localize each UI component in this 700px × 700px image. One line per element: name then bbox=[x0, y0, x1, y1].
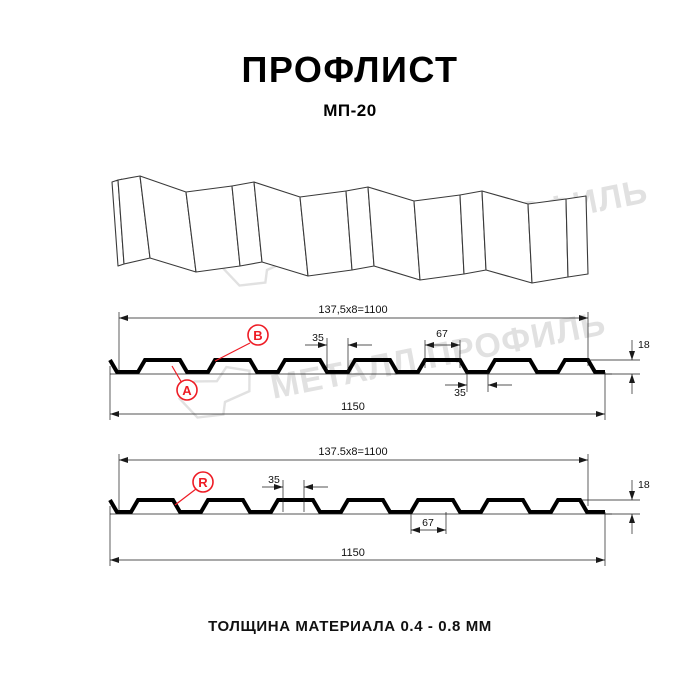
profile-outline-a bbox=[108, 358, 605, 374]
material-thickness-note: ТОЛЩИНА МАТЕРИАЛА 0.4 - 0.8 ММ bbox=[208, 618, 492, 635]
arrow-head bbox=[304, 484, 313, 490]
arrow-head bbox=[596, 411, 605, 417]
arrow-head bbox=[629, 514, 635, 523]
arrow-head bbox=[119, 457, 128, 463]
leader-line bbox=[174, 488, 197, 506]
marker-circle bbox=[192, 471, 214, 493]
arrow-head bbox=[579, 457, 588, 463]
dim-module-b: 137.5x8=1100 bbox=[318, 446, 387, 458]
arrow-head bbox=[110, 557, 119, 563]
arrow-head bbox=[411, 527, 420, 533]
dim-overall-b: 1150 bbox=[341, 547, 365, 559]
dim-overall-a: 1150 bbox=[341, 401, 365, 413]
model-subtitle: МП-20 bbox=[323, 101, 377, 120]
arrow-head bbox=[629, 491, 635, 500]
iso-face bbox=[565, 195, 589, 278]
marker-circle bbox=[247, 324, 269, 346]
dim-height-b: 18 bbox=[638, 479, 650, 491]
dim-flange-right-a: 35 bbox=[454, 387, 466, 399]
dim-crest-a: 67 bbox=[436, 328, 448, 340]
marker-b: B bbox=[214, 324, 269, 362]
profile-outline-b bbox=[108, 498, 605, 514]
dim-flange-left-b: 35 bbox=[268, 474, 280, 486]
arrow-head bbox=[596, 557, 605, 563]
arrow-head bbox=[348, 342, 357, 348]
dim-flange-left-a: 35 bbox=[312, 332, 324, 344]
arrow-head bbox=[629, 374, 635, 383]
marker-circle bbox=[176, 379, 198, 401]
dim-crest-b: 67 bbox=[422, 517, 434, 529]
arrow-head bbox=[437, 527, 446, 533]
leader-line bbox=[214, 342, 251, 362]
dim-module-a: 137,5x8=1100 bbox=[318, 304, 387, 316]
dim-height-a: 18 bbox=[638, 339, 650, 351]
arrow-head bbox=[458, 382, 467, 388]
arrow-head bbox=[629, 351, 635, 360]
arrow-head bbox=[274, 484, 283, 490]
marker-b-label: B bbox=[253, 328, 262, 343]
marker-a: A bbox=[171, 365, 198, 401]
arrow-head bbox=[318, 342, 327, 348]
title-block: ПРОФЛИСТ МП-20 bbox=[0, 49, 700, 120]
watermark-logo-icon bbox=[177, 365, 251, 419]
arrow-head bbox=[451, 342, 460, 348]
arrow-head bbox=[425, 342, 434, 348]
arrow-head bbox=[579, 315, 588, 321]
arrow-head bbox=[110, 411, 119, 417]
marker-a-label: A bbox=[182, 383, 192, 398]
arrow-head bbox=[488, 382, 497, 388]
marker-r-label: R bbox=[198, 475, 208, 490]
page-title: ПРОФЛИСТ bbox=[241, 49, 459, 90]
marker-r: R bbox=[174, 471, 214, 506]
arrow-head bbox=[119, 315, 128, 321]
